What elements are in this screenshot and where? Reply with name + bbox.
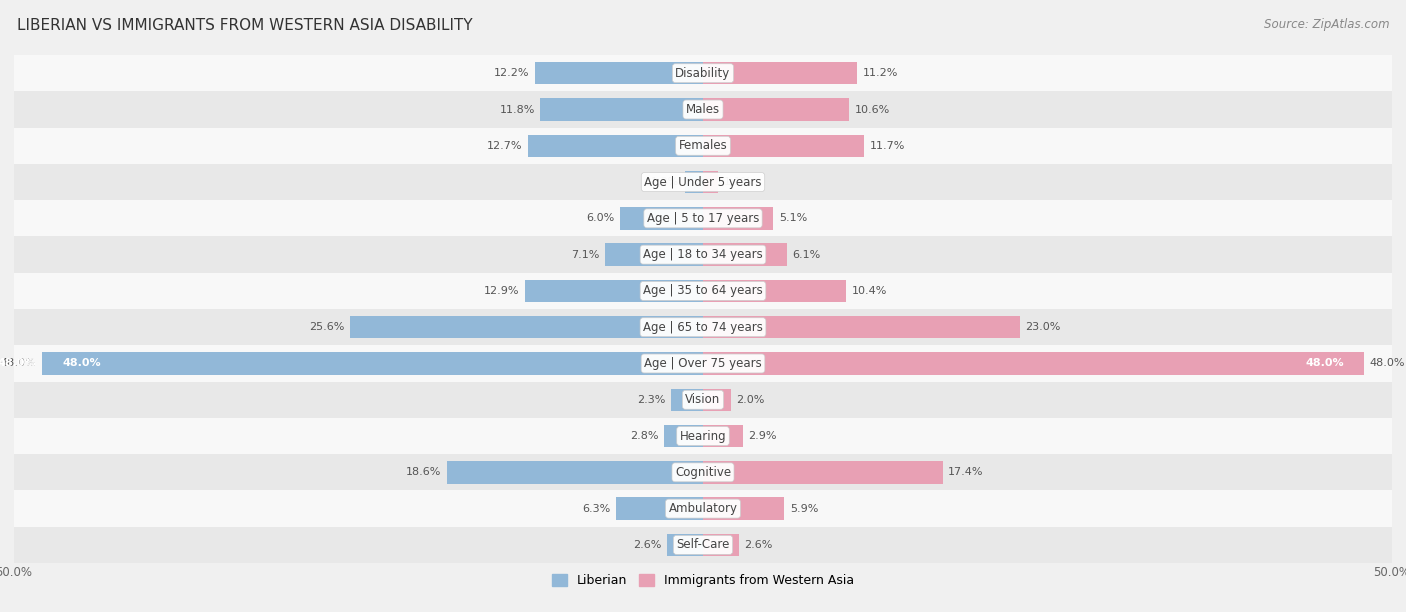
Bar	[703, 461, 943, 483]
Text: Cognitive: Cognitive	[675, 466, 731, 479]
Bar	[703, 171, 718, 193]
Text: Females: Females	[679, 140, 727, 152]
Bar	[14, 273, 1392, 309]
Text: Age | Under 5 years: Age | Under 5 years	[644, 176, 762, 188]
Bar	[526, 280, 703, 302]
Text: LIBERIAN VS IMMIGRANTS FROM WESTERN ASIA DISABILITY: LIBERIAN VS IMMIGRANTS FROM WESTERN ASIA…	[17, 18, 472, 34]
Text: 48.0%: 48.0%	[1369, 359, 1406, 368]
Text: 1.3%: 1.3%	[651, 177, 679, 187]
Text: 11.2%: 11.2%	[863, 68, 898, 78]
Text: Age | 5 to 17 years: Age | 5 to 17 years	[647, 212, 759, 225]
Bar	[14, 200, 1392, 236]
Text: 1.1%: 1.1%	[724, 177, 752, 187]
Text: 11.7%: 11.7%	[870, 141, 905, 151]
Bar	[14, 128, 1392, 164]
Text: 2.8%: 2.8%	[630, 431, 659, 441]
Bar	[529, 135, 703, 157]
Bar	[605, 244, 703, 266]
Text: 2.0%: 2.0%	[737, 395, 765, 405]
Text: 23.0%: 23.0%	[1025, 322, 1060, 332]
Bar	[616, 498, 703, 520]
Bar	[540, 99, 703, 121]
Bar	[14, 527, 1392, 563]
Text: 6.1%: 6.1%	[793, 250, 821, 259]
Bar	[671, 389, 703, 411]
Bar	[703, 99, 849, 121]
Text: 48.0%: 48.0%	[0, 359, 37, 368]
Bar	[14, 382, 1392, 418]
Text: Age | 35 to 64 years: Age | 35 to 64 years	[643, 285, 763, 297]
Bar	[703, 280, 846, 302]
Bar	[703, 498, 785, 520]
Bar	[703, 389, 731, 411]
Bar	[665, 425, 703, 447]
Text: Disability: Disability	[675, 67, 731, 80]
Bar	[14, 454, 1392, 490]
Text: 48.0%: 48.0%	[62, 359, 101, 368]
Text: 12.2%: 12.2%	[494, 68, 530, 78]
Text: 12.9%: 12.9%	[484, 286, 520, 296]
Text: 6.0%: 6.0%	[586, 214, 614, 223]
Text: 2.6%: 2.6%	[744, 540, 773, 550]
Bar	[14, 55, 1392, 91]
Text: 48.0%: 48.0%	[0, 359, 37, 368]
Text: 48.0%: 48.0%	[1305, 359, 1344, 368]
Text: 12.7%: 12.7%	[486, 141, 523, 151]
Bar	[685, 171, 703, 193]
Text: 2.3%: 2.3%	[637, 395, 666, 405]
Bar	[14, 164, 1392, 200]
Bar	[703, 316, 1019, 338]
Text: 5.1%: 5.1%	[779, 214, 807, 223]
Bar	[14, 309, 1392, 345]
Bar	[447, 461, 703, 483]
Bar	[620, 207, 703, 230]
Bar	[534, 62, 703, 84]
Bar	[703, 425, 742, 447]
Text: 25.6%: 25.6%	[309, 322, 344, 332]
Bar	[703, 534, 738, 556]
Legend: Liberian, Immigrants from Western Asia: Liberian, Immigrants from Western Asia	[547, 569, 859, 592]
Bar	[668, 534, 703, 556]
Text: Males: Males	[686, 103, 720, 116]
Text: 5.9%: 5.9%	[790, 504, 818, 513]
Text: Age | Over 75 years: Age | Over 75 years	[644, 357, 762, 370]
Text: Hearing: Hearing	[679, 430, 727, 442]
Text: 18.6%: 18.6%	[406, 468, 441, 477]
Bar	[703, 353, 1364, 375]
Text: 6.3%: 6.3%	[582, 504, 610, 513]
Text: Self-Care: Self-Care	[676, 539, 730, 551]
Text: Age | 65 to 74 years: Age | 65 to 74 years	[643, 321, 763, 334]
Text: Ambulatory: Ambulatory	[668, 502, 738, 515]
Bar	[14, 345, 1392, 382]
Text: 7.1%: 7.1%	[571, 250, 599, 259]
Bar	[14, 418, 1392, 454]
Bar	[14, 91, 1392, 128]
Text: Age | 18 to 34 years: Age | 18 to 34 years	[643, 248, 763, 261]
Bar	[703, 135, 865, 157]
Bar	[42, 353, 703, 375]
Text: 2.9%: 2.9%	[748, 431, 778, 441]
Text: 10.6%: 10.6%	[855, 105, 890, 114]
Text: 10.4%: 10.4%	[852, 286, 887, 296]
Bar	[350, 316, 703, 338]
Bar	[14, 236, 1392, 273]
Bar	[703, 62, 858, 84]
Bar	[14, 490, 1392, 527]
Text: Source: ZipAtlas.com: Source: ZipAtlas.com	[1264, 18, 1389, 31]
Bar	[703, 207, 773, 230]
Bar	[703, 244, 787, 266]
Text: 2.6%: 2.6%	[633, 540, 662, 550]
Text: Vision: Vision	[685, 394, 721, 406]
Text: 17.4%: 17.4%	[948, 468, 984, 477]
Text: 11.8%: 11.8%	[499, 105, 534, 114]
